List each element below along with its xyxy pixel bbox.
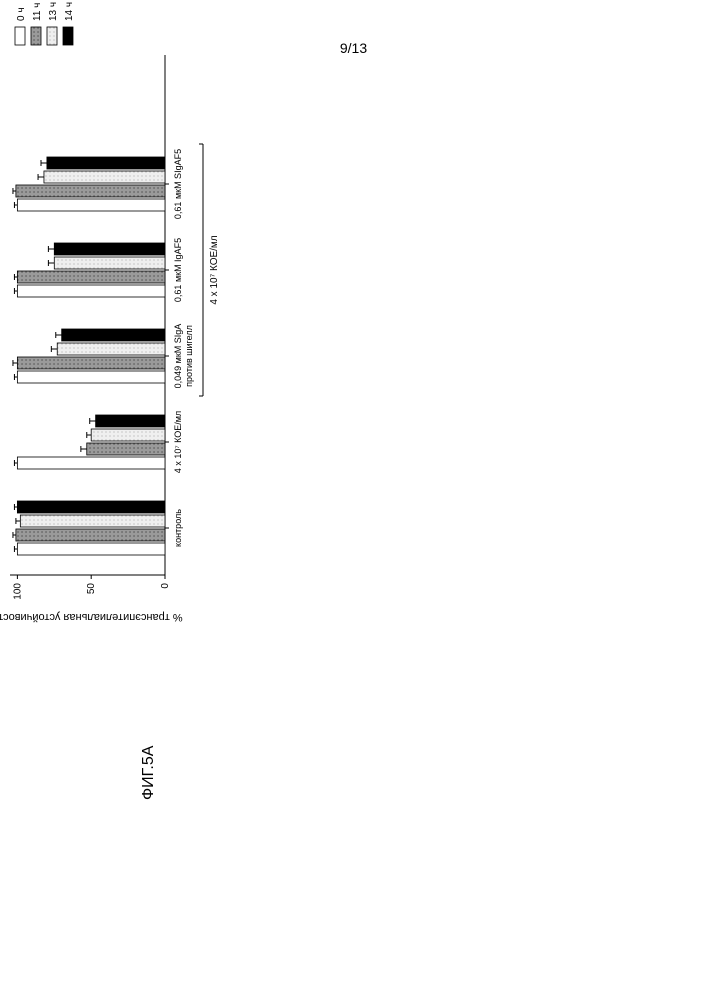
svg-text:0,61 мкМ IgAF5: 0,61 мкМ IgAF5 bbox=[173, 238, 183, 302]
svg-text:4 х 10⁷ КОЕ/мл: 4 х 10⁷ КОЕ/мл bbox=[173, 411, 183, 473]
svg-text:50: 50 bbox=[86, 583, 97, 595]
svg-text:100: 100 bbox=[12, 583, 23, 600]
figure-label: ФИГ.5A bbox=[140, 746, 158, 800]
svg-text:0,61 мкМ SIgAF5: 0,61 мкМ SIgAF5 bbox=[173, 149, 183, 219]
svg-text:0 ч: 0 ч bbox=[16, 7, 27, 21]
svg-text:4 х 10⁷ КОЕ/мл: 4 х 10⁷ КОЕ/мл bbox=[209, 235, 220, 304]
chart-container: 0 50 100 % трансэпителиальная устойчивость к… bbox=[0, 370, 660, 630]
svg-text:11 ч: 11 ч bbox=[32, 3, 43, 21]
svg-text:против шигелл: против шигелл bbox=[184, 325, 194, 387]
svg-text:% трансэпителиальная устойчиво: % трансэпителиальная устойчивость bbox=[0, 611, 183, 623]
bar-chart: 0 50 100 % трансэпителиальная устойчивость к… bbox=[0, 0, 260, 630]
svg-text:0,049 мкМ SIgA: 0,049 мкМ SIgA bbox=[173, 324, 183, 389]
page: 9/13 ФИГ.5A 050100% трансэпителиальная у… bbox=[0, 0, 707, 1000]
svg-text:14 ч: 14 ч bbox=[64, 2, 75, 21]
svg-text:контроль: контроль bbox=[173, 509, 183, 547]
svg-text:13 ч: 13 ч bbox=[48, 2, 59, 21]
svg-text:0: 0 bbox=[160, 583, 171, 589]
